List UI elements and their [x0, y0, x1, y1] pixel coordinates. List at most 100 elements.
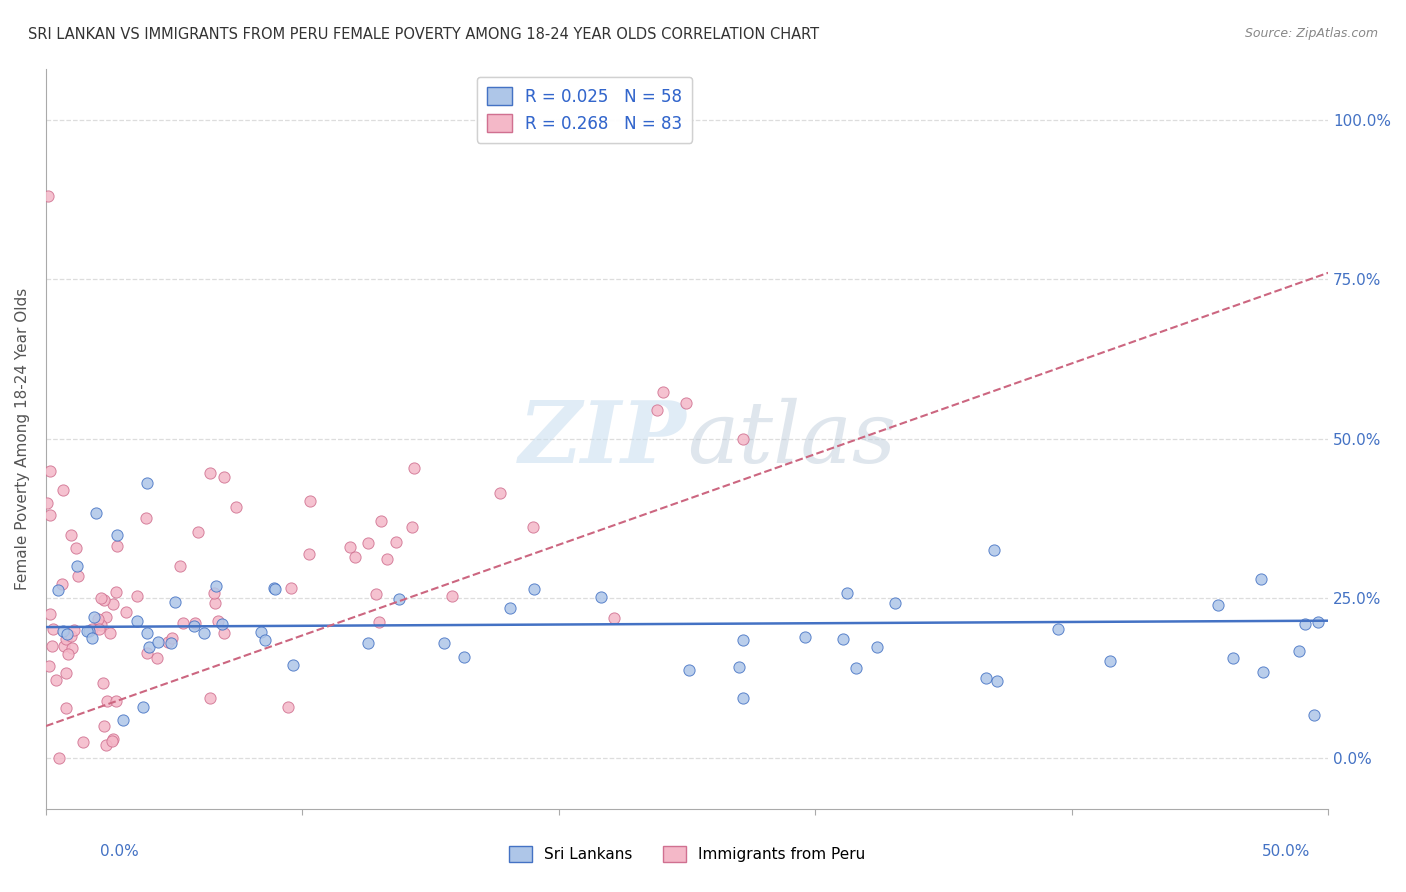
Point	[280, 581, 302, 595]
Point	[983, 543, 1005, 558]
Point	[125, 615, 148, 629]
Point	[94, 610, 117, 624]
Point	[103, 731, 125, 746]
Point	[55, 627, 77, 641]
Point	[731, 691, 754, 706]
Point	[678, 664, 700, 678]
Point	[94, 738, 117, 752]
Legend: R = 0.025   N = 58, R = 0.268   N = 83: R = 0.025 N = 58, R = 0.268 N = 83	[477, 77, 692, 143]
Point	[385, 535, 408, 549]
Point	[1222, 651, 1244, 665]
Point	[135, 476, 157, 491]
Text: ZIP: ZIP	[519, 397, 688, 481]
Point	[207, 614, 229, 628]
Point	[83, 610, 105, 624]
Point	[357, 535, 380, 549]
Point	[52, 483, 75, 497]
Point	[1302, 707, 1324, 722]
Point	[87, 622, 110, 636]
Point	[212, 626, 235, 640]
Point	[37, 189, 59, 203]
Point	[90, 618, 112, 632]
Point	[986, 674, 1008, 689]
Point	[56, 648, 79, 662]
Point	[433, 636, 456, 650]
Point	[250, 625, 273, 640]
Point	[169, 559, 191, 574]
Point	[77, 624, 100, 639]
Point	[96, 694, 118, 708]
Point	[156, 635, 179, 649]
Point	[125, 589, 148, 603]
Point	[39, 508, 62, 523]
Point	[39, 607, 62, 621]
Point	[263, 581, 285, 595]
Point	[135, 511, 157, 525]
Point	[264, 582, 287, 596]
Point	[55, 701, 77, 715]
Text: 50.0%: 50.0%	[1263, 845, 1310, 859]
Point	[160, 635, 183, 649]
Point	[357, 635, 380, 649]
Point	[183, 616, 205, 631]
Point	[884, 596, 907, 610]
Point	[727, 660, 749, 674]
Point	[866, 640, 889, 654]
Point	[59, 527, 82, 541]
Text: SRI LANKAN VS IMMIGRANTS FROM PERU FEMALE POVERTY AMONG 18-24 YEAR OLDS CORRELAT: SRI LANKAN VS IMMIGRANTS FROM PERU FEMAL…	[28, 27, 820, 42]
Point	[72, 735, 94, 749]
Point	[163, 595, 186, 609]
Point	[652, 384, 675, 399]
Point	[370, 514, 392, 528]
Point	[364, 587, 387, 601]
Point	[253, 632, 276, 647]
Point	[105, 539, 128, 553]
Point	[440, 589, 463, 603]
Point	[343, 550, 366, 565]
Point	[80, 623, 103, 637]
Point	[52, 624, 75, 639]
Point	[146, 651, 169, 665]
Point	[51, 577, 73, 591]
Point	[211, 616, 233, 631]
Point	[731, 632, 754, 647]
Point	[104, 694, 127, 708]
Point	[375, 551, 398, 566]
Point	[298, 547, 321, 561]
Point	[974, 671, 997, 685]
Point	[831, 632, 853, 646]
Point	[84, 506, 107, 520]
Point	[35, 495, 58, 509]
Point	[1294, 616, 1316, 631]
Point	[402, 460, 425, 475]
Point	[90, 591, 112, 605]
Point	[401, 520, 423, 534]
Point	[281, 658, 304, 673]
Point	[1047, 622, 1070, 636]
Point	[105, 527, 128, 541]
Point	[339, 540, 361, 554]
Point	[115, 605, 138, 619]
Point	[93, 719, 115, 733]
Point	[845, 660, 868, 674]
Point	[146, 635, 169, 649]
Point	[1250, 572, 1272, 586]
Point	[38, 659, 60, 673]
Point	[1306, 615, 1329, 629]
Text: atlas: atlas	[688, 398, 896, 480]
Point	[183, 619, 205, 633]
Point	[42, 622, 65, 636]
Point	[1206, 598, 1229, 612]
Point	[55, 632, 77, 646]
Point	[48, 751, 70, 765]
Point	[101, 597, 124, 611]
Point	[45, 673, 67, 687]
Point	[589, 590, 612, 604]
Point	[66, 569, 89, 583]
Point	[104, 585, 127, 599]
Point	[1251, 665, 1274, 679]
Point	[499, 600, 522, 615]
Point	[277, 700, 299, 714]
Point	[66, 559, 89, 574]
Point	[298, 493, 321, 508]
